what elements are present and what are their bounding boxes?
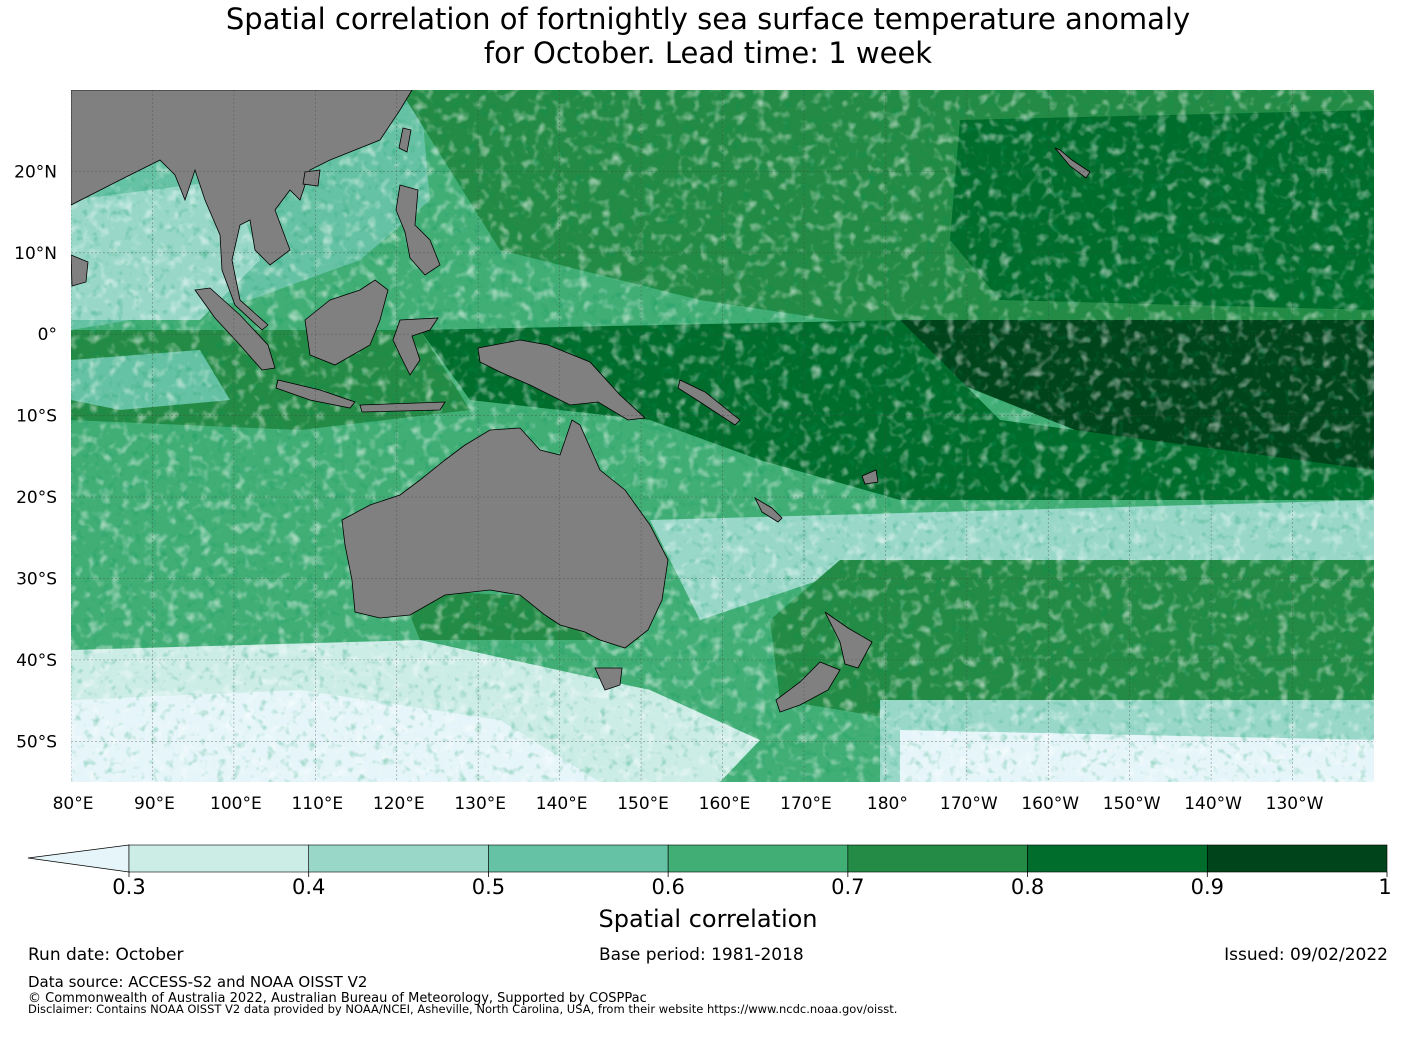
lon-tick-label: 90°E <box>134 794 175 814</box>
lon-tick-label: 160°E <box>699 794 751 814</box>
colorbar-tick-label: 0.7 <box>831 875 864 899</box>
borneo <box>304 279 389 366</box>
lat-tick-label: 20°S <box>16 488 57 508</box>
tasmania <box>594 667 623 691</box>
base-period: Base period: 1981-2018 <box>599 945 804 965</box>
map-panel <box>71 90 1374 782</box>
new-guinea <box>477 339 646 421</box>
colorbar-tick-label: 0.5 <box>472 875 505 899</box>
lon-tick-label: 150°W <box>1103 794 1161 814</box>
new-zealand-south <box>775 661 841 713</box>
correlation-map: 20°N 10°N 0° 10°S 20°S 30°S 40°S 50°S 80°E 90°E 1… <box>14 90 1392 933</box>
solomon-islands <box>677 379 741 426</box>
colorbar-tick-label: 0.8 <box>1011 875 1044 899</box>
colorbar-segment <box>1027 844 1208 873</box>
hainan <box>302 169 321 187</box>
lat-tick-label: 0° <box>38 325 57 345</box>
lon-tick-label: 170°W <box>940 794 998 814</box>
copyright-notice: © Commonwealth of Australia 2022, Austra… <box>28 991 647 1006</box>
data-source: Data source: ACCESS-S2 and NOAA OISST V2 <box>28 973 368 991</box>
graticule <box>71 90 1374 782</box>
australia <box>341 419 669 649</box>
colorbar-ticks: 0.3 0.4 0.5 0.6 0.7 0.8 0.9 1 <box>112 872 1392 899</box>
lon-tick-label: 140°W <box>1184 794 1242 814</box>
title-line-1: Spatial correlation of fortnightly sea s… <box>225 2 1191 36</box>
philippines <box>395 184 441 276</box>
lon-tick-label: 130°E <box>454 794 506 814</box>
lon-axis: 80°E 90°E 100°E 110°E 120°E 130°E 140°E 150°E 16… <box>53 794 1324 814</box>
colorbar <box>27 844 1388 873</box>
hawaii <box>1054 147 1091 179</box>
disclaimer: Disclaimer: Contains NOAA OISST V2 data … <box>28 1002 898 1016</box>
lon-tick-label: 170°E <box>780 794 832 814</box>
lon-tick-label: 80°E <box>53 794 94 814</box>
colorbar-segment <box>667 844 849 873</box>
lat-tick-label: 40°S <box>16 651 57 671</box>
lon-tick-label: 150°E <box>617 794 669 814</box>
land-masses <box>71 90 1091 713</box>
colorbar-segment <box>1206 844 1388 873</box>
colorbar-tick-label: 0.6 <box>651 875 684 899</box>
title-line-2: for October. Lead time: 1 week <box>483 36 933 70</box>
colorbar-segment <box>847 844 1028 873</box>
colorbar-tick-label: 1 <box>1378 875 1391 899</box>
lat-tick-label: 10°S <box>16 407 57 427</box>
lon-tick-label: 130°W <box>1266 794 1324 814</box>
lat-tick-label: 20°N <box>14 162 57 182</box>
taiwan <box>398 127 412 153</box>
colorbar-tick-label: 0.4 <box>292 875 325 899</box>
asia-mainland <box>71 90 413 331</box>
lat-tick-label: 10°N <box>14 244 57 264</box>
lon-tick-label: 180° <box>867 794 908 814</box>
lon-tick-label: 160°W <box>1021 794 1079 814</box>
sri-lanka <box>71 254 89 287</box>
chart-title: Spatial correlation of fortnightly sea s… <box>0 2 1416 70</box>
lesser-sunda <box>359 401 446 413</box>
lon-tick-label: 110°E <box>291 794 343 814</box>
colorbar-segment <box>488 844 669 873</box>
issued-date: Issued: 09/02/2022 <box>1224 945 1388 965</box>
lat-tick-label: 50°S <box>16 732 57 752</box>
new-zealand-north <box>824 611 873 669</box>
run-date: Run date: October <box>28 945 184 965</box>
lat-tick-label: 30°S <box>16 569 57 589</box>
colorbar-segment <box>308 844 489 873</box>
colorbar-tick-label: 0.9 <box>1191 875 1224 899</box>
colorbar-tick-label: 0.3 <box>112 875 145 899</box>
colorbar-segment <box>128 844 310 873</box>
fiji <box>861 469 879 485</box>
sulawesi <box>392 317 439 376</box>
colorbar-extend-min <box>27 844 130 873</box>
lat-axis: 20°N 10°N 0° 10°S 20°S 30°S 40°S 50°S <box>14 162 57 752</box>
lon-tick-label: 100°E <box>210 794 262 814</box>
lon-tick-label: 140°E <box>536 794 588 814</box>
colorbar-label: Spatial correlation <box>598 905 817 933</box>
new-caledonia <box>754 496 783 523</box>
sumatra <box>194 287 276 371</box>
lon-tick-label: 120°E <box>373 794 425 814</box>
